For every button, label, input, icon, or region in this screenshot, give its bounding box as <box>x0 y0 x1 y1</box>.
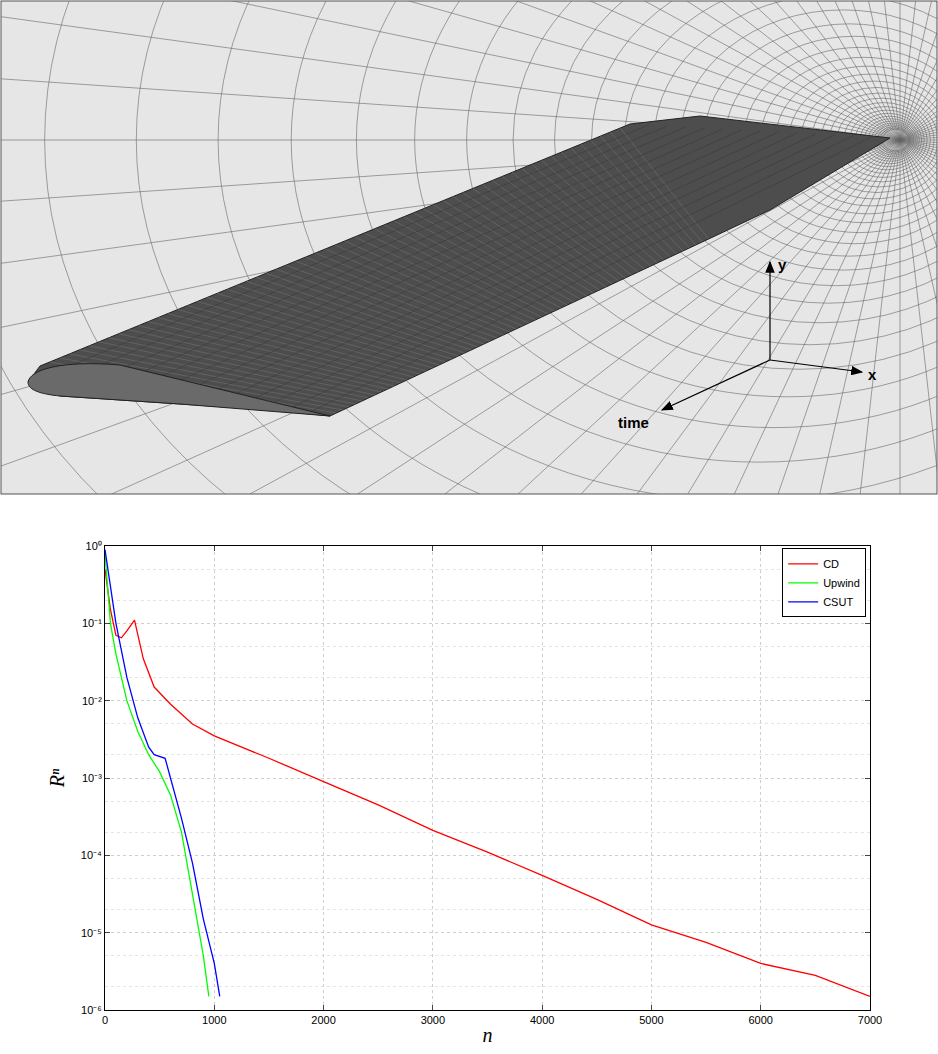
svg-text:n: n <box>483 1024 493 1046</box>
svg-text:2000: 2000 <box>311 1014 335 1026</box>
svg-text:Upwind: Upwind <box>823 577 860 589</box>
svg-text:x: x <box>868 366 877 383</box>
svg-text:1000: 1000 <box>202 1014 226 1026</box>
svg-text:5000: 5000 <box>639 1014 663 1026</box>
svg-text:CD: CD <box>823 558 839 570</box>
svg-text:Rⁿ: Rⁿ <box>46 768 68 788</box>
svg-text:10⁰: 10⁰ <box>86 540 102 552</box>
svg-text:0: 0 <box>102 1014 108 1026</box>
svg-text:10⁻⁵: 10⁻⁵ <box>81 927 102 939</box>
svg-text:10⁻⁴: 10⁻⁴ <box>81 849 102 861</box>
svg-text:6000: 6000 <box>748 1014 772 1026</box>
svg-text:CSUT: CSUT <box>823 596 853 608</box>
svg-text:10⁻²: 10⁻² <box>82 695 102 707</box>
svg-text:10⁻⁶: 10⁻⁶ <box>81 1004 102 1016</box>
svg-text:4000: 4000 <box>530 1014 554 1026</box>
svg-text:10⁻¹: 10⁻¹ <box>82 617 102 629</box>
svg-text:7000: 7000 <box>858 1014 882 1026</box>
svg-text:3000: 3000 <box>421 1014 445 1026</box>
svg-text:y: y <box>778 256 787 273</box>
svg-text:time: time <box>618 414 649 431</box>
svg-text:10⁻³: 10⁻³ <box>82 772 102 784</box>
